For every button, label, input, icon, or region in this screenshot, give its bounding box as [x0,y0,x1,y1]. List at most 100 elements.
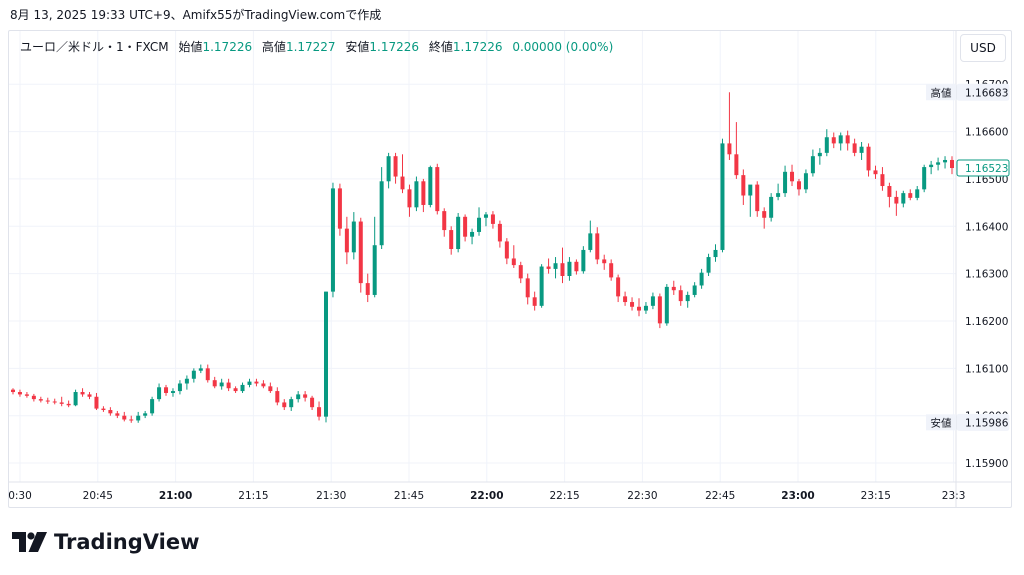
candle-body[interactable] [748,184,753,196]
candle-body[interactable] [414,181,419,208]
candle-body[interactable] [574,261,579,272]
candle-body[interactable] [219,382,224,387]
candle-body[interactable] [435,167,440,212]
candle-body[interactable] [866,146,871,171]
candle-body[interactable] [616,277,621,297]
candle-body[interactable] [817,152,822,157]
candle-body[interactable] [268,386,273,392]
candle-body[interactable] [901,193,906,204]
symbol-name[interactable]: ユーロ／米ドル・1・FXCM [20,40,169,54]
candle-body[interactable] [38,399,43,401]
candle-body[interactable] [915,189,920,198]
candle-body[interactable] [261,383,266,387]
candle-body[interactable] [421,181,426,205]
candle-body[interactable] [657,296,662,324]
candle-body[interactable] [143,413,148,416]
candle-body[interactable] [449,230,454,250]
candle-body[interactable] [282,402,287,408]
candle-body[interactable] [24,394,29,396]
candle-body[interactable] [191,370,196,379]
candle-body[interactable] [59,402,64,404]
candle-body[interactable] [685,294,690,302]
candle-body[interactable] [477,217,482,232]
candle-body[interactable] [929,164,934,168]
candle-body[interactable] [511,258,516,266]
candle-body[interactable] [470,231,475,237]
candle-body[interactable] [643,305,648,311]
candle-body[interactable] [943,159,948,163]
candle-body[interactable] [428,167,433,205]
candle-body[interactable] [73,392,78,406]
candle-body[interactable] [177,383,182,392]
candle-body[interactable] [873,170,878,175]
candle-body[interactable] [442,211,447,231]
candle-body[interactable] [275,391,280,403]
candle-body[interactable] [31,395,36,400]
candle-body[interactable] [936,162,941,165]
candle-body[interactable] [157,387,162,400]
candle-body[interactable] [386,156,391,182]
candle-body[interactable] [699,272,704,286]
candle-body[interactable] [553,263,558,269]
candle-body[interactable] [783,171,788,194]
candle-body[interactable] [337,188,342,229]
candle-body[interactable] [630,302,635,307]
candle-body[interactable] [518,265,523,279]
candle-body[interactable] [650,296,655,306]
candle-body[interactable] [769,196,774,218]
candle-body[interactable] [115,413,120,416]
candle-body[interactable] [852,143,857,153]
candle-body[interactable] [358,221,363,284]
candle-body[interactable] [824,137,829,153]
candle-body[interactable] [713,249,718,258]
candle-body[interactable] [532,297,537,306]
currency-button[interactable]: USD [960,34,1006,62]
candle-body[interactable] [588,233,593,250]
candle-body[interactable] [845,135,850,144]
candle-body[interactable] [101,408,106,411]
candle-body[interactable] [365,283,370,295]
candle-body[interactable] [734,154,739,176]
candle-body[interactable] [609,263,614,278]
candle-body[interactable] [497,223,502,242]
candle-body[interactable] [831,137,836,144]
candle-body[interactable] [922,167,927,190]
candle-body[interactable] [463,216,468,237]
candle-body[interactable] [762,211,767,218]
candle-body[interactable] [184,378,189,384]
candle-body[interactable] [678,290,683,302]
candle-body[interactable] [887,186,892,197]
candle-body[interactable] [45,400,50,402]
candle-body[interactable] [212,380,217,387]
candle-body[interactable] [539,266,544,306]
candle-body[interactable] [164,387,169,393]
candle-body[interactable] [247,381,252,385]
candle-body[interactable] [602,259,607,264]
candle-body[interactable] [372,245,377,295]
candle-body[interactable] [546,266,551,269]
candle-body[interactable] [908,193,913,198]
candle-body[interactable] [859,146,864,153]
candle-body[interactable] [692,285,697,295]
candle-body[interactable] [803,173,808,190]
candle-body[interactable] [94,396,99,409]
candle-body[interactable] [623,296,628,303]
candle-body[interactable] [664,286,669,324]
candle-body[interactable] [525,278,530,298]
candle-body[interactable] [11,389,15,393]
candle-body[interactable] [393,156,398,177]
candle-body[interactable] [790,171,795,182]
candle-body[interactable] [581,249,586,272]
candle-body[interactable] [379,181,384,246]
candle-body[interactable] [810,156,815,174]
candle-body[interactable] [66,403,71,406]
candle-body[interactable] [233,388,238,392]
candle-body[interactable] [317,407,322,417]
candle-body[interactable] [17,392,22,395]
candle-body[interactable] [490,214,495,224]
candle-body[interactable] [950,159,954,169]
candle-body[interactable] [727,143,732,155]
candle-body[interactable] [122,415,127,420]
candle-body[interactable] [344,228,349,253]
candle-body[interactable] [52,401,57,403]
